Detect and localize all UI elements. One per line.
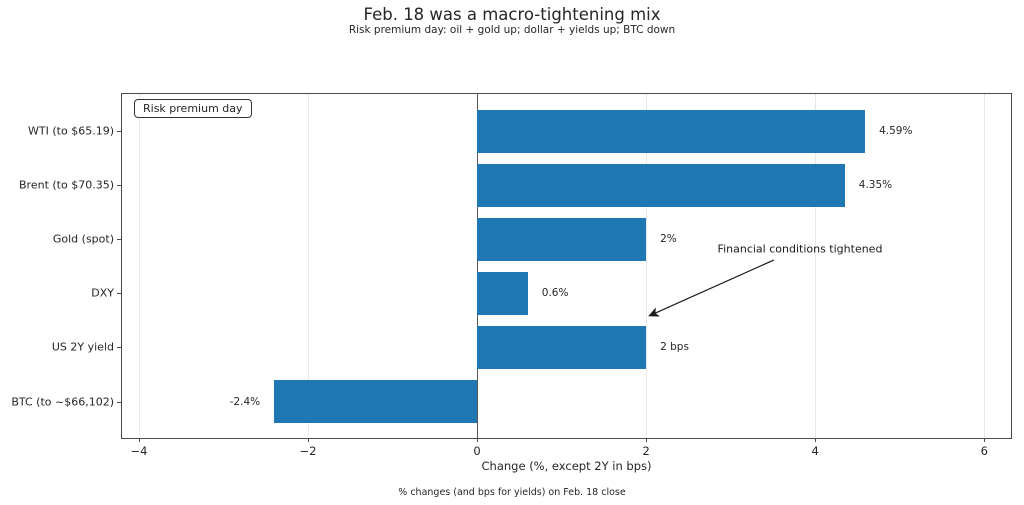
y-tick-mark (117, 293, 121, 295)
y-tick-mark (117, 347, 121, 349)
x-tick-mark (646, 438, 648, 442)
gridline (815, 94, 817, 438)
x-axis-label: Change (%, except 2Y in bps) (481, 459, 652, 473)
x-tick-label: 6 (980, 444, 988, 458)
bar-value-label: -2.4% (229, 395, 261, 408)
bar-us-2y-yield (477, 325, 647, 369)
x-tick-mark (984, 438, 986, 442)
footnote: % changes (and bps for yields) on Feb. 1… (398, 487, 626, 498)
bar-value-label: 2% (660, 233, 677, 246)
y-tick-mark (117, 131, 121, 132)
chart-title: Feb. 18 was a macro-tightening mix (363, 5, 661, 24)
y-tick-mark (117, 239, 121, 241)
plot-area: Risk premium day Financial conditions ti… (11, 93, 1012, 458)
y-tick-label: US 2Y yield (51, 340, 114, 354)
bar-value-label: 4.35% (858, 179, 893, 192)
y-tick-label: Gold (spot) (52, 232, 114, 246)
bar-wti-to-65-19 (477, 109, 866, 153)
x-tick-label: −2 (299, 444, 317, 458)
bar-brent-to-70-35 (477, 163, 845, 207)
bar-value-label: 4.59% (879, 125, 913, 137)
bar-value-label: 2 bps (660, 341, 689, 354)
bar-dxy (477, 271, 528, 315)
x-tick-mark (815, 438, 817, 442)
x-tick-mark (307, 438, 309, 442)
x-tick-mark (138, 438, 140, 442)
x-tick-label: −4 (130, 444, 148, 458)
x-tick-mark (477, 438, 479, 442)
x-tick-label: 4 (811, 444, 819, 458)
y-tick-mark (117, 401, 121, 403)
gridline (307, 94, 309, 438)
annotation-label: Financial conditions tightened (717, 242, 883, 256)
x-tick-label: 2 (642, 444, 650, 458)
y-tick-label: BTC (to ~$66,102) (11, 395, 114, 408)
y-tick-label: WTI (to $65.19) (28, 124, 114, 138)
x-tick-label: 0 (473, 444, 481, 458)
y-tick-mark (117, 185, 121, 187)
legend-box: Risk premium day (134, 99, 252, 118)
bar-btc-to-66-102 (274, 380, 478, 423)
bar-value-label: 0.6% (541, 287, 569, 300)
bar-gold-spot (477, 217, 647, 261)
y-tick-label: DXY (91, 286, 114, 300)
zero-line (477, 94, 479, 438)
y-tick-label: Brent (to $70.35) (19, 178, 114, 192)
gridline (138, 94, 140, 438)
chart-subtitle: Risk premium day: oil + gold up; dollar … (348, 24, 676, 36)
gridline (984, 94, 986, 438)
gridline (646, 94, 648, 438)
